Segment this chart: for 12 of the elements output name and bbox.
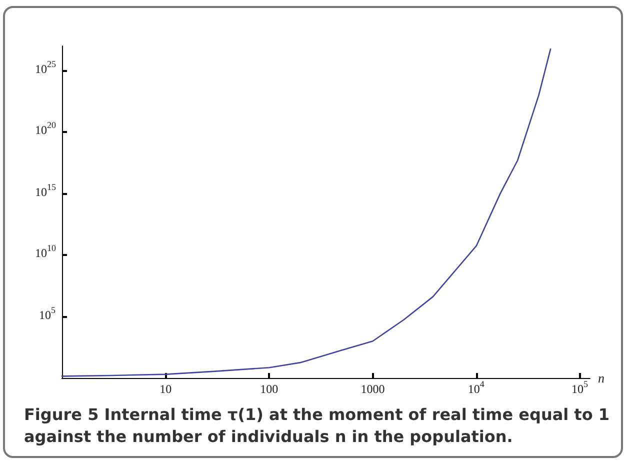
y-tick-label: 10$^{20}$: [35, 120, 56, 138]
x-tick-label: 10: [160, 382, 172, 396]
y-tick-label: 10$^{25}$: [35, 58, 56, 76]
x-axis-title: n: [598, 370, 604, 386]
y-tick-label: 10$^{5}$: [39, 304, 56, 322]
x-tick-label: 1000: [360, 382, 385, 396]
y-tick-label: 10$^{15}$: [35, 182, 56, 199]
x-tick-label: 100: [260, 382, 278, 396]
x-tick-label: 10$^{5}$: [571, 379, 588, 396]
y-tick-label: 10$^{10}$: [35, 243, 56, 260]
caption: Figure 5 Internal time τ(1) at the moment of real time equal to 1 against the number of individuals n in the population.: [24, 404, 611, 448]
x-tick-label: 10$^{4}$: [468, 379, 484, 396]
